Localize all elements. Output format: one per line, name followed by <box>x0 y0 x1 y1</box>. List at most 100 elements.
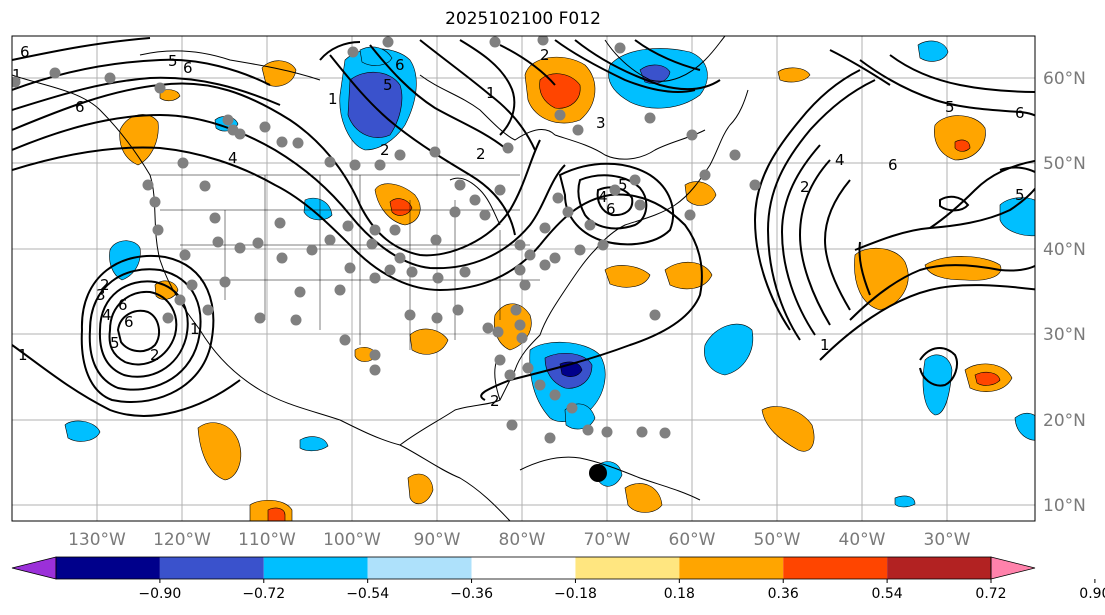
latitude-ticks: 60°N 50°N 40°N 30°N 20°N 10°N <box>1043 69 1086 516</box>
station-marker <box>366 238 378 250</box>
contour-label: 4 <box>102 306 112 324</box>
contour-lines <box>12 37 1035 417</box>
station-marker <box>482 322 494 334</box>
colorbar-segment <box>56 557 160 579</box>
colorbar-tick-label: −0.54 <box>346 586 389 602</box>
station-marker <box>186 279 198 291</box>
positive-anomaly-area <box>604 265 651 288</box>
contour-label: 2 <box>540 46 550 64</box>
station-marker <box>382 36 394 48</box>
station-marker <box>649 309 661 321</box>
station-marker <box>209 212 221 224</box>
station-marker <box>212 236 224 248</box>
strong-positive-anomaly-area <box>389 198 413 216</box>
colorbar-max-arrow <box>990 556 1036 580</box>
station-marker <box>644 112 656 124</box>
strong-positive-anomaly-area <box>267 507 286 521</box>
station-marker <box>324 156 336 168</box>
lat-tick-label: 50°N <box>1043 154 1086 174</box>
contour-label: 6 <box>395 56 405 74</box>
contour-label: 3 <box>596 114 606 132</box>
negative-anomaly-area <box>999 197 1035 237</box>
contour-label: 6 <box>888 156 898 174</box>
station-marker <box>686 129 698 141</box>
colorbar-tick-label: −0.36 <box>450 586 493 602</box>
station-marker <box>432 272 444 284</box>
station-marker <box>369 272 381 284</box>
negative-anomaly-area <box>64 420 101 442</box>
station-marker <box>199 180 211 192</box>
station-marker <box>384 264 396 276</box>
colorbar-segment <box>575 557 680 579</box>
station-markers <box>12 36 761 444</box>
station-marker <box>601 426 613 438</box>
negative-anomaly-area <box>704 323 754 376</box>
station-marker <box>389 224 401 236</box>
station-marker <box>254 312 266 324</box>
station-marker <box>454 179 466 191</box>
contour-label: 5 <box>110 334 120 352</box>
station-marker <box>252 237 264 249</box>
station-marker <box>347 46 359 58</box>
negative-anomaly-area <box>894 495 916 508</box>
contour-label: 5 <box>383 76 393 94</box>
negative-anomaly-area <box>303 197 333 221</box>
colorbar-tick-label: −0.18 <box>554 586 597 602</box>
lon-tick-label: 40°W <box>839 530 886 550</box>
station-marker <box>369 224 381 236</box>
lon-tick-label: 80°W <box>499 530 546 550</box>
station-marker <box>522 362 534 374</box>
station-marker <box>179 249 191 261</box>
contour-label: 3 <box>96 286 106 304</box>
station-marker <box>729 149 741 161</box>
station-marker <box>342 220 354 232</box>
station-marker <box>514 239 526 251</box>
strong-positive-anomaly-area <box>974 371 1001 386</box>
contour-label: 6 <box>606 200 616 218</box>
station-marker <box>374 159 386 171</box>
colorbar-segment <box>367 557 472 579</box>
station-marker <box>684 209 696 221</box>
station-marker <box>431 312 443 324</box>
station-marker <box>749 179 761 191</box>
station-marker <box>506 419 518 431</box>
station-marker <box>369 349 381 361</box>
station-marker <box>49 67 61 79</box>
positive-anomaly-area <box>154 280 179 300</box>
positive-anomaly-area <box>159 89 181 102</box>
station-marker <box>510 304 522 316</box>
station-marker <box>554 109 566 121</box>
positive-anomaly-area <box>777 67 811 83</box>
station-marker <box>562 206 574 218</box>
contour-label: 6 <box>75 98 85 116</box>
contour-label: 5 <box>618 176 628 194</box>
station-marker <box>629 174 641 186</box>
station-marker <box>459 266 471 278</box>
contour-label: 6 <box>183 59 193 77</box>
station-marker <box>234 128 246 140</box>
station-marker <box>519 279 531 291</box>
station-marker <box>344 262 356 274</box>
lon-tick-label: 110°W <box>238 530 296 550</box>
station-marker <box>584 219 596 231</box>
state-borders <box>150 174 540 350</box>
station-marker <box>574 244 586 256</box>
contour-label: 4 <box>598 188 608 206</box>
contour-label: 6 <box>124 313 134 331</box>
station-marker <box>404 309 416 321</box>
station-marker <box>549 389 561 401</box>
station-marker <box>306 244 318 256</box>
lon-tick-label: 70°W <box>584 530 631 550</box>
contour-label: 4 <box>228 149 238 167</box>
station-marker <box>524 249 536 261</box>
contour-label: 1 <box>486 84 496 102</box>
contour-label: 1 <box>18 346 28 364</box>
station-marker <box>430 234 442 246</box>
map-title: 2025102100 F012 <box>445 9 601 29</box>
station-marker <box>219 276 231 288</box>
station-marker <box>597 239 609 251</box>
contour-label: 5 <box>945 98 955 116</box>
colorbar: −0.90 −0.72 −0.54 −0.36 −0.18 0.18 0.36 0.54 0.7… <box>11 556 1105 602</box>
shading-layer <box>64 40 1035 521</box>
